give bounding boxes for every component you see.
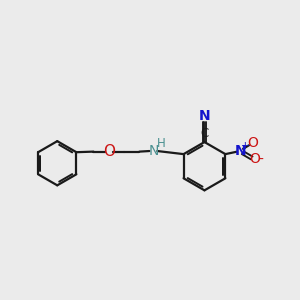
Text: N: N xyxy=(148,144,159,158)
Text: +: + xyxy=(242,141,250,151)
Text: O: O xyxy=(247,136,258,150)
Text: H: H xyxy=(157,137,166,150)
Text: -: - xyxy=(258,152,263,167)
Text: N: N xyxy=(234,144,246,158)
Text: N: N xyxy=(199,109,210,123)
Text: O: O xyxy=(249,152,260,167)
Text: C: C xyxy=(200,127,208,140)
Text: O: O xyxy=(103,144,115,159)
